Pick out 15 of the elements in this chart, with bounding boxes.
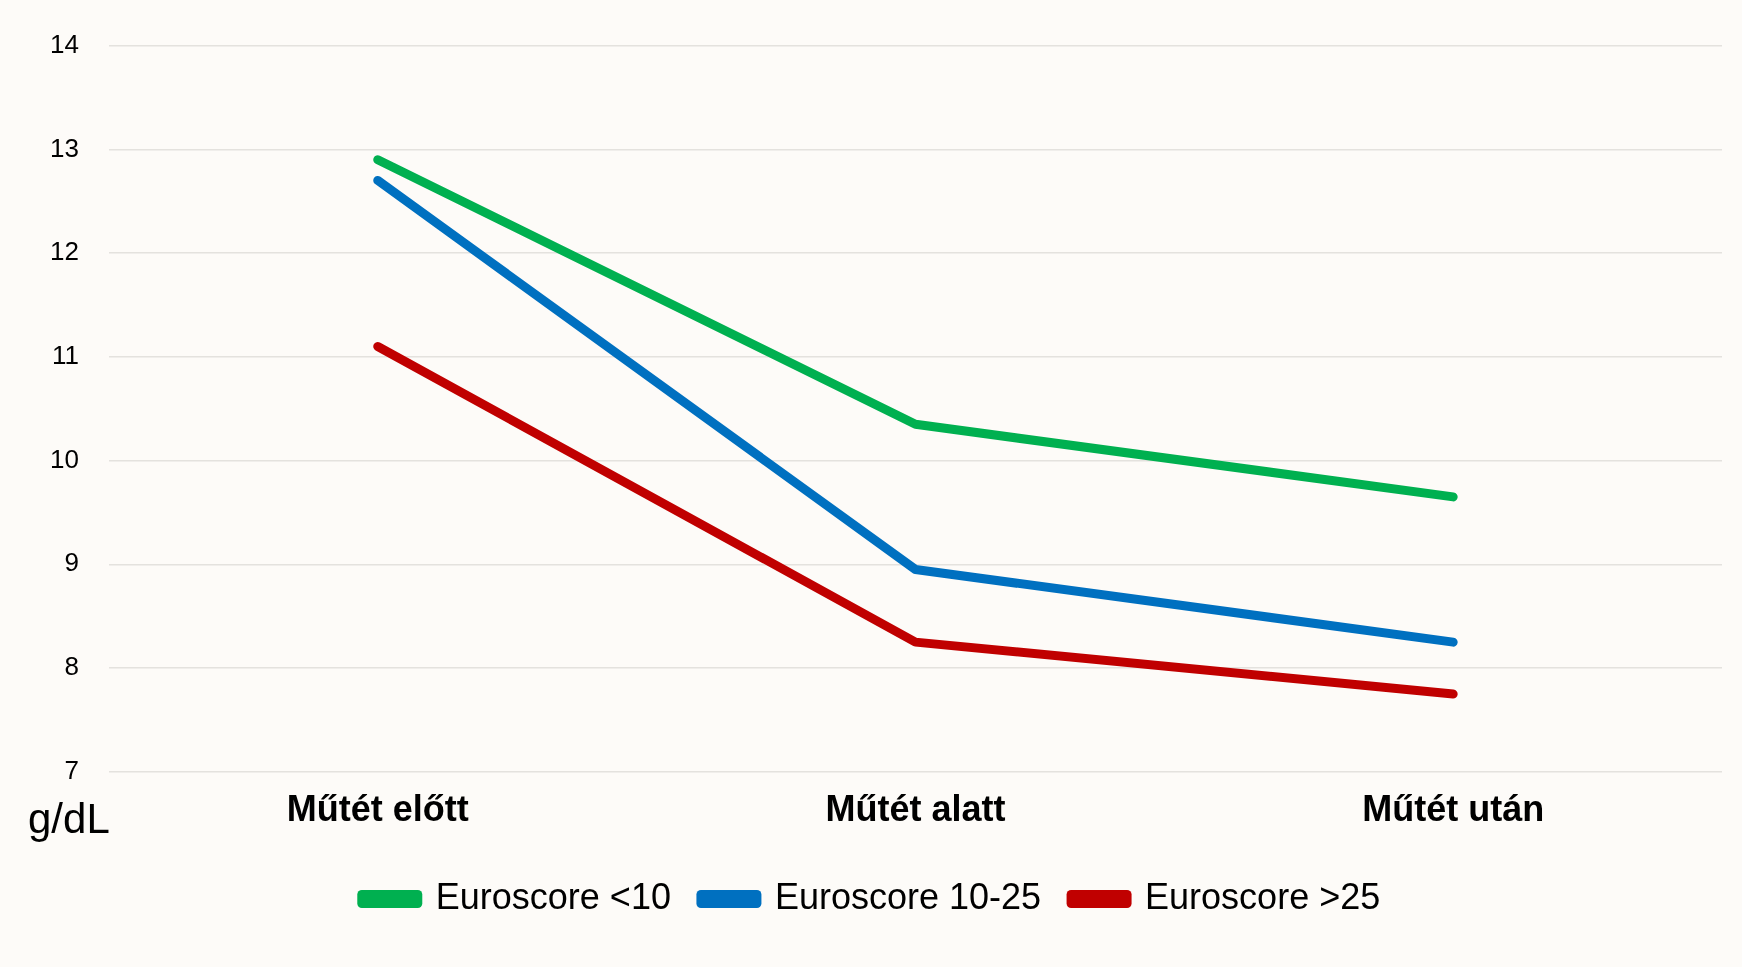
y-tick-label: 7 (64, 754, 79, 785)
x-tick-label: Műtét előtt (286, 788, 469, 830)
y-tick-label: 11 (51, 340, 79, 370)
x-tick-label: Műtét után (1362, 788, 1545, 830)
y-tick-label: 13 (50, 132, 79, 163)
legend-label: Euroscore >25 (1145, 875, 1381, 917)
y-tick-label: 8 (64, 651, 79, 682)
y-tick-label: 14 (50, 28, 79, 59)
y-tick-label: 12 (50, 236, 79, 267)
legend-label: Euroscore <10 (435, 875, 671, 917)
y-tick-label: 9 (64, 547, 79, 578)
y-axis-title: g/dL (28, 794, 110, 842)
x-tick-label: Műtét alatt (825, 788, 1006, 830)
legend-label: Euroscore 10-25 (774, 875, 1042, 917)
y-tick-label: 10 (50, 443, 79, 474)
